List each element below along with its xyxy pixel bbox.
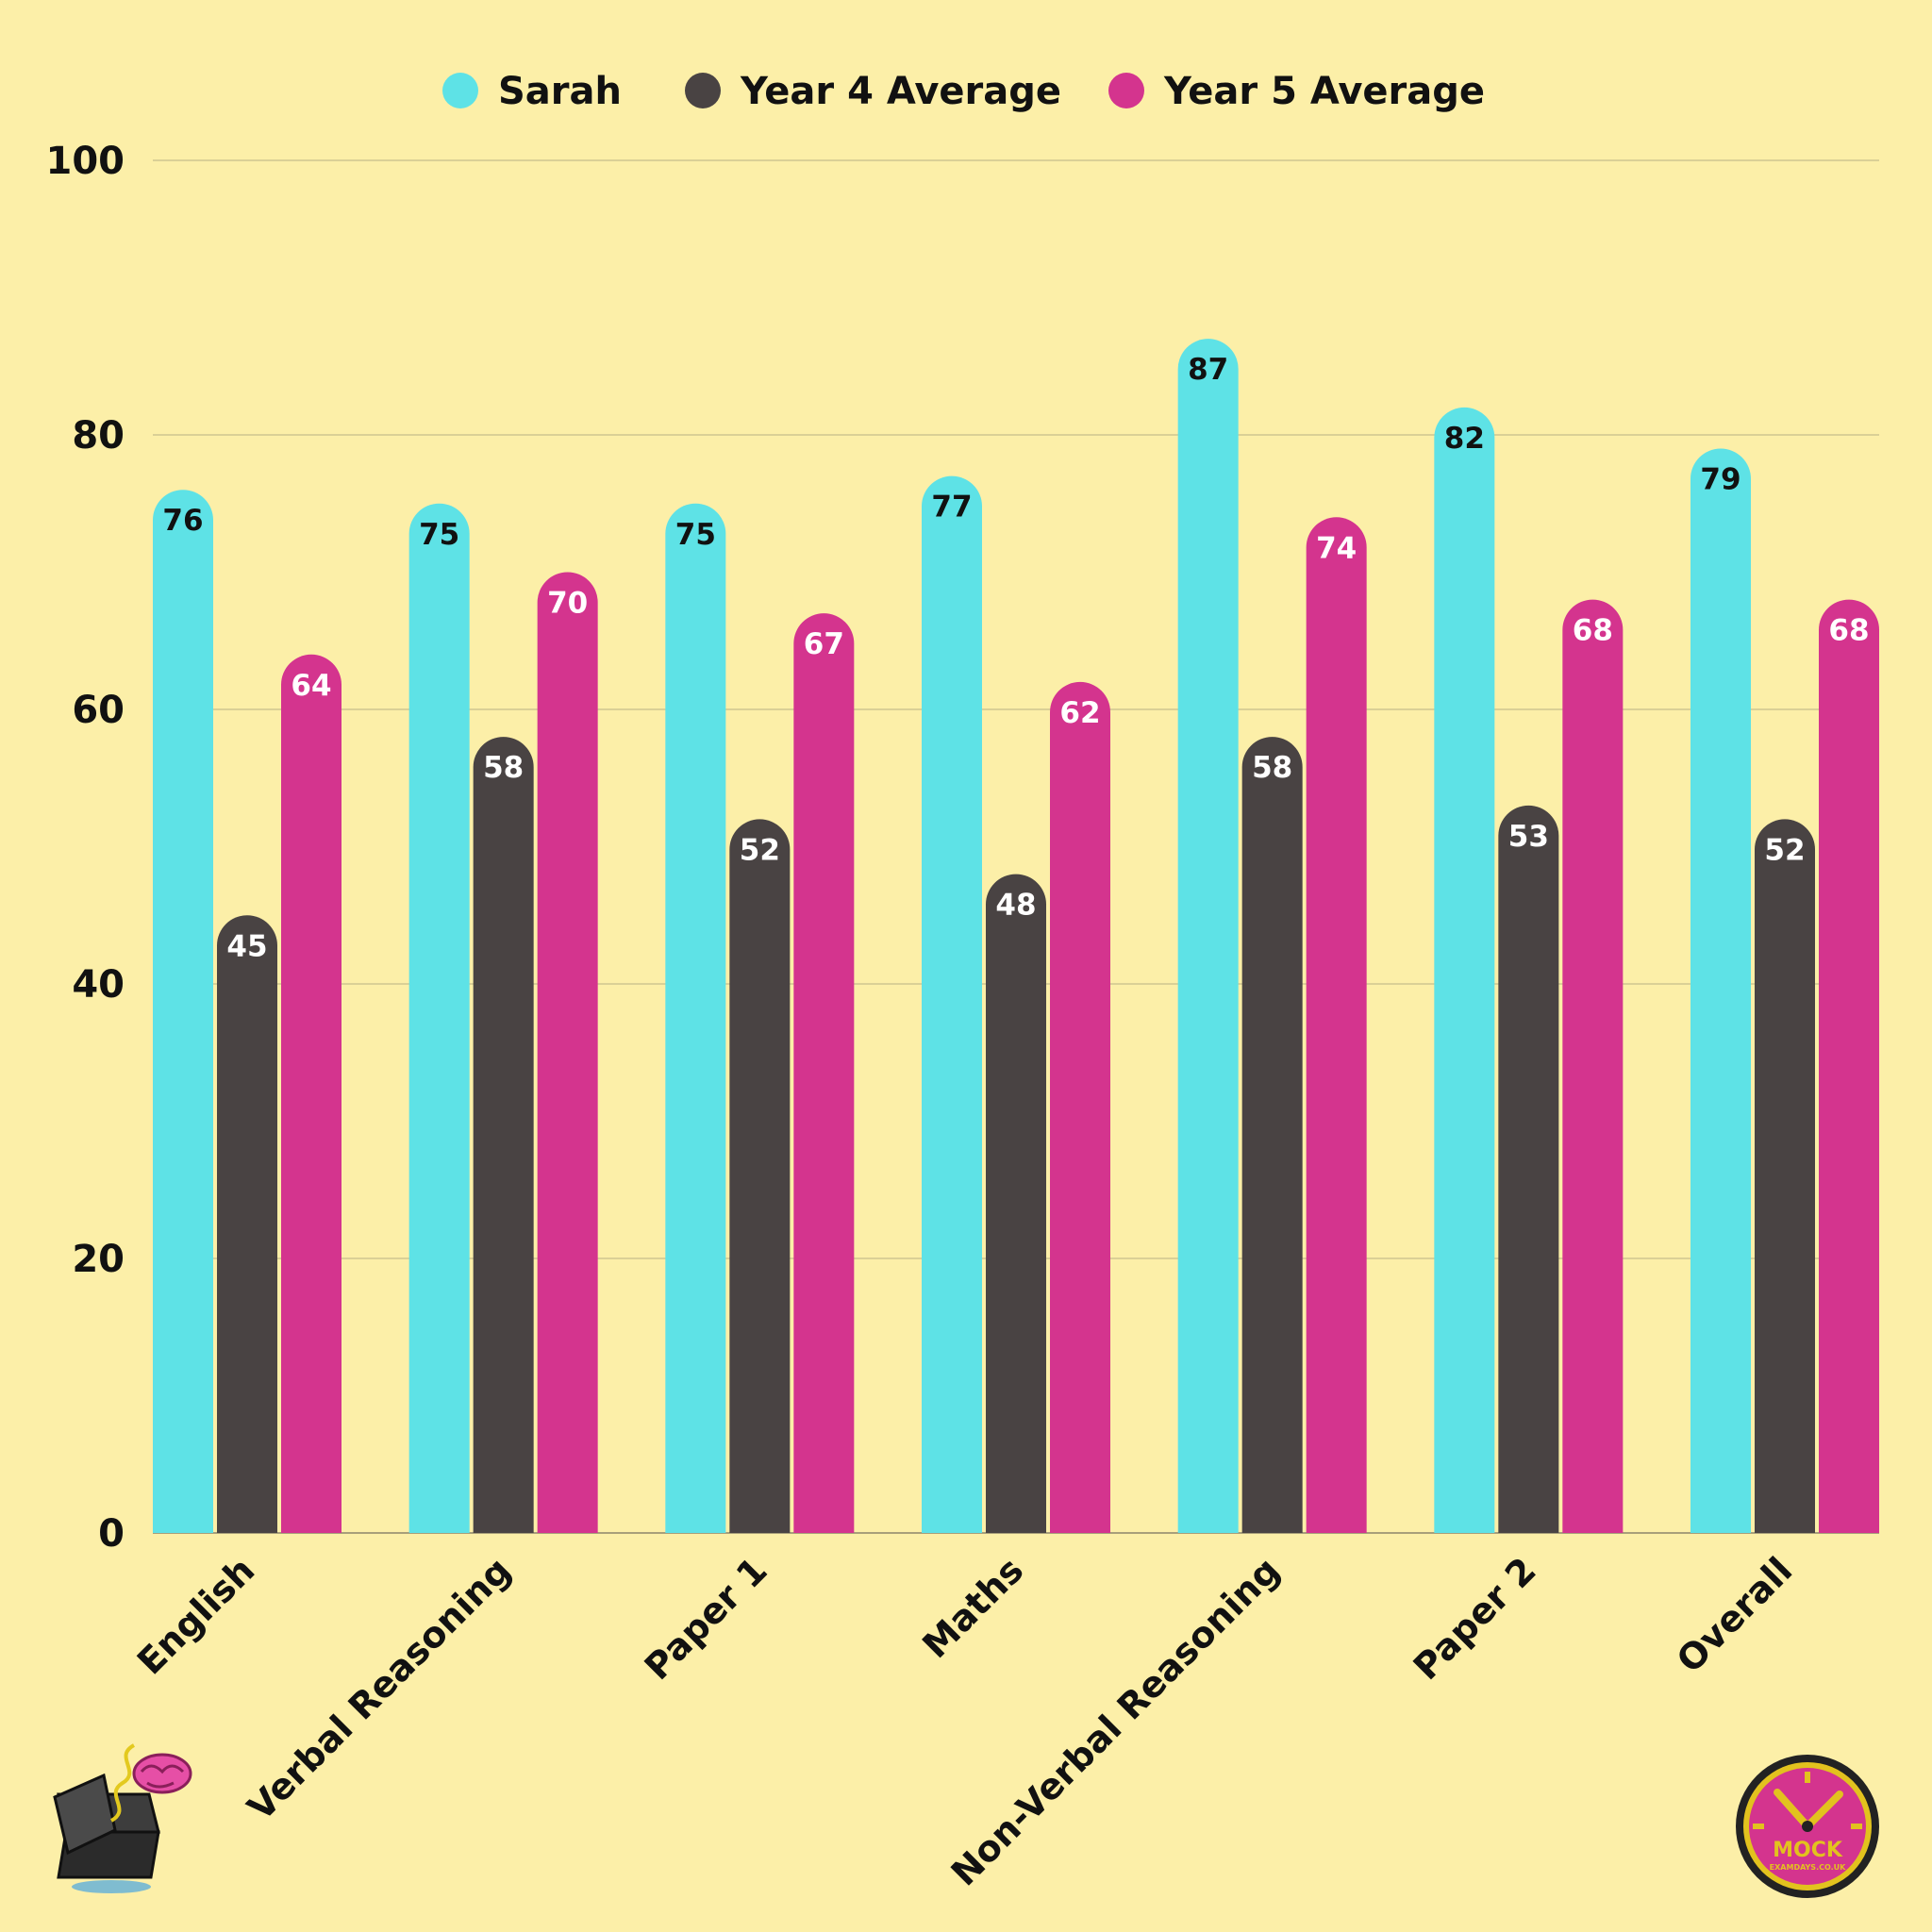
y-tick-label-80: 80 <box>72 414 125 458</box>
value-label-overall-year-5-average: 68 <box>1828 614 1869 648</box>
legend: Sarah Year 4 Average Year 5 Average <box>442 70 1485 113</box>
value-label-paper-1-sarah: 75 <box>675 518 716 552</box>
bar-overall-sarah <box>1690 448 1751 1533</box>
value-label-non-verbal-reasoning-year-4-average: 58 <box>1252 751 1292 785</box>
value-label-overall-year-4-average: 52 <box>1764 833 1805 867</box>
x-tick-label-maths: Maths <box>914 1549 1031 1666</box>
clock-logo-icon: MOCK EXAMDAYS.CO.UK <box>1736 1755 1879 1898</box>
bar-verbal-reasoning-sarah <box>408 503 470 1533</box>
y-tick-label-100: 100 <box>46 140 125 183</box>
value-label-non-verbal-reasoning-sarah: 87 <box>1188 353 1228 387</box>
value-label-english-year-5-average: 64 <box>291 669 331 703</box>
bar-verbal-reasoning-year-5-average <box>537 572 598 1533</box>
bar-non-verbal-reasoning-year-4-average <box>1241 737 1303 1533</box>
bar-paper-1-sarah <box>665 503 726 1533</box>
value-label-paper-1-year-5-average: 67 <box>804 627 844 661</box>
legend-label-year-4-average: Year 4 Average <box>740 70 1061 113</box>
value-label-verbal-reasoning-sarah: 75 <box>419 518 459 552</box>
bar-paper-2-year-5-average <box>1562 599 1624 1533</box>
x-tick-label-verbal-reasoning: Verbal Reasoning <box>240 1549 519 1828</box>
x-tick-label-english: English <box>129 1549 262 1682</box>
value-label-paper-1-year-4-average: 52 <box>740 833 780 867</box>
bar-paper-1-year-5-average <box>793 613 855 1533</box>
legend-label-year-5-average: Year 5 Average <box>1163 70 1485 113</box>
value-label-paper-2-sarah: 82 <box>1444 422 1485 456</box>
value-label-verbal-reasoning-year-5-average: 70 <box>547 587 588 621</box>
bar-english-sarah <box>153 490 213 1534</box>
y-tick-label-40: 40 <box>72 963 125 1007</box>
legend-marker-year-5-average <box>1108 73 1144 108</box>
logo-sub-text: EXAMDAYS.CO.UK <box>1770 1863 1846 1872</box>
legend-marker-sarah <box>442 73 478 108</box>
value-label-maths-sarah: 77 <box>931 491 972 525</box>
value-label-paper-2-year-5-average: 68 <box>1573 614 1613 648</box>
bar-english-year-5-average <box>281 654 341 1533</box>
value-label-verbal-reasoning-year-4-average: 58 <box>483 751 524 785</box>
value-label-english-year-4-average: 45 <box>226 929 267 963</box>
value-label-maths-year-4-average: 48 <box>995 889 1036 923</box>
y-tick-label-20: 20 <box>72 1238 125 1281</box>
y-tick-label-0: 0 <box>98 1512 125 1556</box>
data-labels: 76 45 64 75 58 70 75 52 67 77 48 62 87 58 74 82 53 68 79 52… <box>162 353 1869 963</box>
bar-verbal-reasoning-year-4-average <box>473 737 534 1533</box>
bars <box>153 339 1879 1534</box>
value-label-paper-2-year-4-average: 53 <box>1508 820 1549 854</box>
value-label-overall-sarah: 79 <box>1700 463 1740 497</box>
bar-paper-2-year-4-average <box>1498 805 1559 1533</box>
bar-overall-year-4-average <box>1755 819 1815 1533</box>
y-tick-label-60: 60 <box>72 689 125 732</box>
bar-paper-2-sarah <box>1434 407 1495 1533</box>
y-axis-ticks: 0 20 40 60 80 100 <box>46 140 125 1556</box>
logo-main-text: MOCK <box>1773 1839 1843 1862</box>
bar-non-verbal-reasoning-year-5-average <box>1306 517 1367 1533</box>
bar-non-verbal-reasoning-sarah <box>1177 339 1239 1533</box>
bar-maths-sarah <box>922 475 982 1533</box>
bar-paper-1-year-4-average <box>729 819 791 1533</box>
bar-english-year-4-average <box>217 915 277 1533</box>
value-label-non-verbal-reasoning-year-5-average: 74 <box>1316 531 1357 565</box>
x-tick-label-paper-2: Paper 2 <box>1406 1549 1544 1688</box>
legend-marker-year-4-average <box>685 73 721 108</box>
brain-in-box-icon <box>53 1743 192 1893</box>
value-label-english-sarah: 76 <box>162 504 203 538</box>
x-tick-label-overall: Overall <box>1669 1549 1800 1680</box>
bar-maths-year-5-average <box>1050 681 1110 1533</box>
bar-overall-year-5-average <box>1819 599 1879 1533</box>
value-label-maths-year-5-average: 62 <box>1059 696 1100 730</box>
x-tick-label-paper-1: Paper 1 <box>637 1549 775 1688</box>
bar-maths-year-4-average <box>986 874 1046 1533</box>
legend-label-sarah: Sarah <box>498 70 622 113</box>
